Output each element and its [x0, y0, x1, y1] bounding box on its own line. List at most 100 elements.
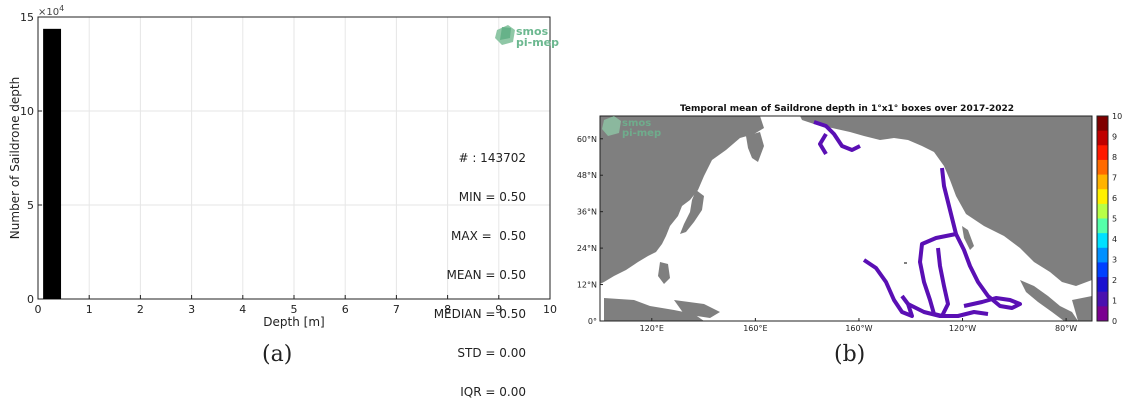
colorbar-frame	[1096, 115, 1109, 322]
logo-text-top: smos	[516, 25, 549, 38]
lat-tick-label: 0°	[588, 317, 597, 326]
caption-b: (b)	[834, 342, 866, 367]
map-logo-text-top: smos	[622, 118, 651, 129]
colorbar-tick-label: 5	[1112, 215, 1117, 224]
lat-tick-label: 36°N	[577, 208, 597, 217]
x-tick-label: 3	[188, 303, 195, 316]
lon-tick-label: 120°E	[640, 324, 664, 333]
x-tick-label: 8	[444, 303, 451, 316]
exponent-base: ×10	[38, 7, 59, 18]
colorbar-segment	[1097, 145, 1108, 161]
x-tick-label: 9	[495, 303, 502, 316]
land-kamchatka	[746, 132, 764, 162]
lon-tick-label: 160°W	[845, 324, 872, 333]
colorbar-tick-label: 9	[1112, 133, 1117, 142]
track-alaska	[813, 120, 861, 156]
land-new-guinea	[674, 300, 720, 318]
track-loop-2	[954, 233, 1022, 310]
caption-a: (a)	[262, 342, 293, 367]
x-tick-label: 0	[35, 303, 42, 316]
map-land	[600, 116, 1092, 321]
y-tick-label: 0	[27, 293, 34, 306]
stat-count: # : 143702	[458, 151, 526, 165]
y-exponent-label: ×104	[38, 4, 64, 18]
colorbar-segment	[1097, 262, 1108, 278]
colorbar-ticks: 0 1 2 3 4 5 6 7 8 9 10	[1112, 112, 1122, 326]
stat-min: MIN = 0.50	[458, 190, 526, 204]
colorbar-tick-label: 6	[1112, 194, 1117, 203]
land-north-america	[800, 116, 1092, 286]
longitude-ticks: 120°E 160°E 160°W 120°W 80°W	[640, 318, 1077, 333]
colorbar-segment	[1097, 247, 1108, 263]
colorbar-segment	[1097, 291, 1108, 307]
land-south-america	[1072, 296, 1092, 321]
lon-tick-label: 160°E	[743, 324, 767, 333]
colorbar-segment	[1097, 159, 1108, 176]
land-central-america	[1020, 280, 1078, 321]
latitude-ticks: 0° 12°N 24°N 36°N 48°N 60°N	[577, 135, 603, 326]
lon-tick-label: 120°W	[949, 324, 976, 333]
x-axis-ticks: 0 1 2 3 4 5 6 7 8 9 10	[35, 295, 557, 316]
colorbar-tick-label: 1	[1112, 297, 1117, 306]
colorbar-tick-label: 2	[1112, 276, 1117, 285]
histogram-bar	[43, 28, 62, 299]
colorbar	[1096, 115, 1109, 322]
x-tick-label: 10	[543, 303, 557, 316]
exponent-power: 4	[59, 4, 64, 13]
y-axis-ticks: 0 5 10 15	[20, 11, 42, 306]
land-philippines	[658, 262, 670, 284]
y-tick-label: 15	[20, 11, 34, 24]
smos-pimep-logo: smos pi-mep	[495, 25, 559, 49]
land-baja	[962, 226, 974, 250]
y-axis-label: Number of Saildrone depth	[8, 77, 22, 239]
x-tick-label: 1	[86, 303, 93, 316]
x-tick-label: 2	[137, 303, 144, 316]
x-tick-label: 6	[342, 303, 349, 316]
land-indonesia	[604, 298, 704, 321]
stat-mean: MEAN = 0.50	[446, 268, 526, 282]
y-tick-label: 5	[27, 199, 34, 212]
track-loop-1	[918, 232, 957, 318]
lat-tick-label: 24°N	[577, 244, 597, 253]
stat-max: MAX = 0.50	[451, 229, 526, 243]
colorbar-segment	[1097, 306, 1108, 322]
x-tick-label: 5	[291, 303, 298, 316]
map-bering-sea	[764, 116, 802, 136]
land-japan	[680, 190, 704, 234]
histogram-grid	[38, 17, 550, 299]
histogram-bars	[43, 28, 62, 299]
stat-iqr: IQR = 0.00	[460, 385, 526, 399]
land-asia	[600, 116, 764, 284]
lat-tick-label: 60°N	[577, 135, 597, 144]
colorbar-tick-label: 4	[1112, 235, 1117, 244]
colorbar-segment	[1097, 189, 1108, 205]
colorbar-segment	[1097, 218, 1108, 234]
colorbar-segment	[1097, 174, 1108, 190]
map-smos-pimep-logo: smos pi-mep	[602, 116, 661, 139]
x-tick-label: 7	[393, 303, 400, 316]
lon-tick-label: 80°W	[1055, 324, 1077, 333]
lat-tick-label: 48°N	[577, 171, 597, 180]
colorbar-tick-label: 7	[1112, 174, 1117, 183]
lat-tick-label: 12°N	[577, 281, 597, 290]
colorbar-segment	[1097, 277, 1108, 293]
stat-std: STD = 0.00	[457, 346, 526, 360]
x-tick-label: 4	[239, 303, 246, 316]
colorbar-segment	[1097, 130, 1108, 146]
y-tick-label: 10	[20, 105, 34, 118]
track-us-coast	[940, 167, 958, 235]
colorbar-tick-label: 0	[1112, 317, 1117, 326]
statistics-box: # : 143702 MIN = 0.50 MAX = 0.50 MEAN = …	[400, 126, 526, 412]
x-axis-label: Depth [m]	[263, 315, 324, 329]
colorbar-tick-label: 3	[1112, 256, 1117, 265]
colorbar-segment	[1097, 116, 1108, 132]
colorbar-tick-label: 10	[1112, 112, 1122, 121]
track-tropical	[907, 302, 989, 318]
histogram-panel: 0 1 2 3 4 5 6 7 8 9 10 0 5 10 15 Depth [m] Number of …	[8, 4, 559, 329]
stat-median: MEDIAN = 0.50	[433, 307, 526, 321]
map-title: Temporal mean of Saildrone depth in 1°x1…	[680, 104, 1014, 114]
map-frame	[599, 115, 1093, 322]
map-panel: Temporal mean of Saildrone depth in 1°x1…	[577, 104, 1122, 333]
land-hawaii	[904, 262, 907, 264]
colorbar-segment	[1097, 203, 1108, 219]
